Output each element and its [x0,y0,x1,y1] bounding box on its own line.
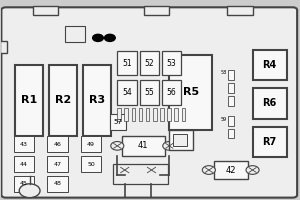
Text: R5: R5 [183,87,199,97]
Text: 52: 52 [144,59,154,68]
Bar [253,88,287,119]
Bar [153,108,157,121]
Bar [182,108,185,121]
Bar [117,51,136,75]
Text: R4: R4 [262,60,277,70]
FancyBboxPatch shape [2,7,297,198]
Text: 54: 54 [122,88,132,97]
Bar [47,136,68,152]
Bar [122,136,165,156]
Text: R2: R2 [55,95,71,105]
Circle shape [163,142,176,150]
Bar [140,51,159,75]
Text: 56: 56 [167,88,176,97]
Text: 53: 53 [167,59,176,68]
Circle shape [104,34,115,41]
Bar [81,156,101,172]
Text: R7: R7 [262,137,277,147]
Bar [169,55,212,130]
Text: 47: 47 [54,162,61,167]
Text: 55: 55 [144,88,154,97]
Text: 41: 41 [138,141,148,150]
Text: 48: 48 [54,181,61,186]
Bar [33,6,58,15]
Bar [113,164,168,184]
Text: 49: 49 [87,142,95,147]
Text: 50: 50 [87,162,95,167]
Text: 45: 45 [20,181,28,186]
Bar [0,41,7,53]
Bar [228,129,234,138]
Bar [49,64,77,136]
Bar [110,114,126,130]
Bar [14,176,34,192]
Bar [228,83,234,93]
Bar [167,108,171,121]
Bar [160,108,164,121]
Circle shape [111,142,124,150]
Bar [47,156,68,172]
Bar [162,80,181,105]
Bar [214,161,248,179]
Text: R1: R1 [21,95,37,105]
Text: R3: R3 [89,95,105,105]
Circle shape [144,165,159,175]
Text: 44: 44 [20,162,28,167]
Text: 46: 46 [54,142,61,147]
Circle shape [246,166,259,174]
Bar [15,64,43,136]
Bar [228,116,234,126]
Bar [146,108,149,121]
Bar [144,6,169,15]
Bar [14,156,34,172]
Bar [132,108,135,121]
Circle shape [19,184,40,198]
Bar [173,134,187,146]
Bar [253,127,287,157]
Bar [227,6,253,15]
Bar [83,64,111,136]
Bar [174,108,178,121]
Circle shape [93,34,103,41]
Text: 58: 58 [220,70,226,75]
Bar [47,176,68,192]
Text: 59: 59 [220,117,226,122]
Bar [117,108,121,121]
Bar [117,80,136,105]
Bar [140,80,159,105]
Circle shape [117,165,132,175]
Text: 43: 43 [20,142,28,147]
Bar [162,51,181,75]
Bar [65,26,85,42]
Text: 51: 51 [122,59,132,68]
Circle shape [202,166,215,174]
Text: R6: R6 [262,98,277,108]
Text: 57: 57 [114,119,122,125]
Bar [81,136,101,152]
Bar [124,108,128,121]
Bar [139,108,142,121]
Bar [253,50,287,80]
Bar [228,96,234,106]
Text: 42: 42 [226,166,236,175]
Bar [228,70,234,80]
Bar [169,130,193,150]
Bar [14,136,34,152]
